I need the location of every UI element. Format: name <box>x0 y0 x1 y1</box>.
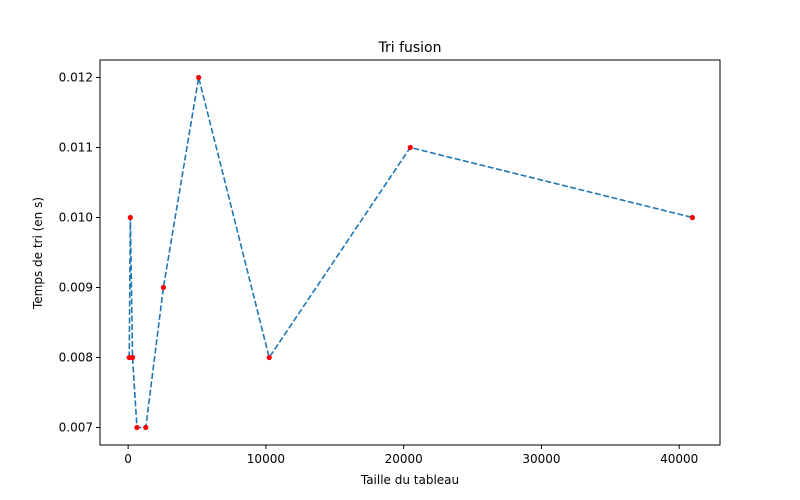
data-point <box>134 424 140 431</box>
y-tick-label: 0.007 <box>59 421 93 435</box>
chart-title: Tri fusion <box>377 40 441 56</box>
series-line <box>128 77 693 429</box>
y-axis-label: Temps de tri (en s) <box>31 197 45 310</box>
y-tick-label: 0.011 <box>59 141 93 155</box>
data-point <box>127 214 133 221</box>
y-tick-label: 0.009 <box>59 281 93 295</box>
x-tick-label: 0 <box>124 452 132 466</box>
x-axis-label: Taille du tableau <box>360 473 459 487</box>
x-tick-label: 10000 <box>247 452 285 466</box>
y-tick-label: 0.008 <box>59 351 93 365</box>
data-point <box>160 284 166 291</box>
x-tick-label: 20000 <box>385 452 423 466</box>
data-point <box>266 354 272 361</box>
data-point <box>143 424 149 431</box>
y-tick-label: 0.010 <box>59 211 93 225</box>
data-point <box>689 214 696 221</box>
x-tick-label: 40000 <box>660 452 698 466</box>
plot-frame <box>99 59 721 446</box>
x-tick-label: 30000 <box>522 452 560 466</box>
data-point <box>129 354 136 361</box>
y-tick-label: 0.012 <box>59 71 93 85</box>
plot-area: 0 10000 20000 30000 40000 0.007 0.008 0.009 0.01… <box>59 59 721 466</box>
data-point <box>407 144 413 151</box>
data-point <box>196 74 202 81</box>
